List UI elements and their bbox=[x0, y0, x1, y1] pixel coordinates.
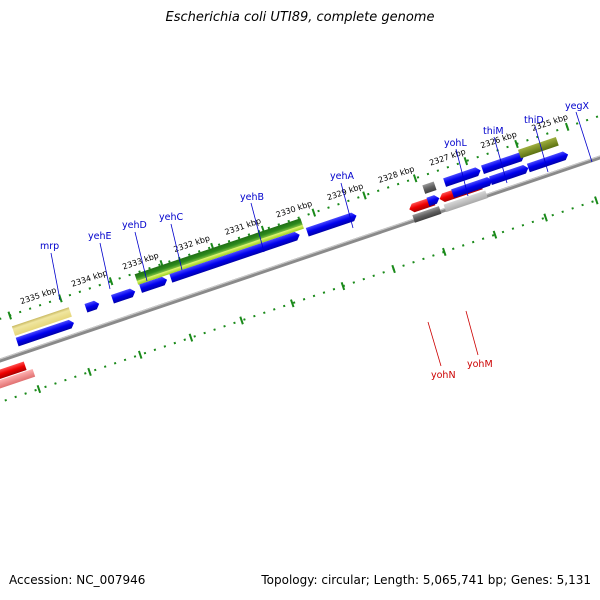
kbp-label: 2328 kbp bbox=[377, 164, 416, 185]
gene-label-yegX: yegX bbox=[565, 101, 589, 112]
kbp-label: 2330 kbp bbox=[275, 199, 314, 220]
major-tick bbox=[362, 191, 367, 200]
kbp-labels: 2335 kbp 2334 kbp 2333 kbp 2332 kbp 2331… bbox=[19, 112, 569, 306]
gene-arrow bbox=[0, 361, 27, 387]
forward-strand-features bbox=[11, 137, 569, 347]
lower-major-ticks bbox=[36, 196, 599, 394]
gene-arrow-yehE bbox=[84, 300, 100, 313]
gene-feature bbox=[443, 190, 488, 213]
major-tick bbox=[340, 282, 346, 291]
gene-label-yehD: yehD bbox=[122, 220, 147, 231]
gene-arrow bbox=[451, 177, 493, 198]
major-tick bbox=[594, 196, 599, 205]
major-tick bbox=[311, 208, 317, 217]
gene-label-yohL: yohL bbox=[444, 138, 467, 149]
gene-feature-yohL bbox=[422, 181, 437, 194]
gene-label-yehA: yehA bbox=[330, 171, 354, 182]
gene-arrow-yehC bbox=[139, 276, 168, 293]
gene-labels: mrp yehE yehD yehC yehB yehA yohL thiM t… bbox=[40, 101, 593, 381]
gene-arrow-yegX bbox=[526, 151, 569, 173]
gene-arrow bbox=[488, 164, 529, 186]
gene-label-yehE: yehE bbox=[88, 231, 112, 242]
gene-label-mrp: mrp bbox=[40, 241, 59, 252]
gene-arrow-thiD bbox=[481, 152, 525, 175]
gene-feature bbox=[412, 206, 442, 223]
gene-label-yohM: yohM bbox=[467, 359, 493, 370]
upper-tick-line bbox=[0, 104, 600, 337]
major-tick bbox=[290, 299, 295, 308]
accession-text: Accession: NC_007946 bbox=[9, 573, 146, 587]
kbp-label: 2327 kbp bbox=[428, 147, 467, 168]
major-tick bbox=[188, 333, 194, 342]
major-tick bbox=[463, 157, 469, 166]
major-tick bbox=[391, 264, 396, 274]
major-tick bbox=[137, 350, 143, 359]
major-tick bbox=[442, 247, 447, 256]
major-tick bbox=[239, 316, 244, 325]
major-tick bbox=[514, 139, 519, 149]
gene-label-yehC: yehC bbox=[159, 212, 183, 223]
rna-feature-green bbox=[134, 218, 303, 282]
genome-summary-text: Topology: circular; Length: 5,065,741 bp… bbox=[261, 573, 591, 587]
gene-feature bbox=[517, 137, 559, 159]
diagram-title: Escherichia coli UTI89, complete genome bbox=[165, 10, 435, 25]
kbp-label: 2335 kbp bbox=[19, 286, 58, 307]
major-tick bbox=[492, 230, 498, 239]
gene-arrow-thiM bbox=[443, 167, 481, 187]
major-tick bbox=[36, 384, 42, 394]
rna-feature-lime bbox=[136, 224, 304, 285]
lower-tick-line bbox=[0, 178, 600, 412]
major-tick bbox=[108, 277, 114, 286]
gene-label-thiM: thiM bbox=[483, 126, 504, 137]
gene-label-yohN: yohN bbox=[431, 370, 456, 381]
gene-arrow-yehD bbox=[111, 288, 136, 304]
kbp-label: 2334 kbp bbox=[70, 268, 109, 289]
gene-arrow-yehA bbox=[305, 212, 357, 237]
major-tick bbox=[412, 174, 418, 183]
gene-arrow-yehB bbox=[169, 231, 300, 283]
major-tick bbox=[87, 367, 92, 377]
major-tick bbox=[564, 122, 570, 131]
major-tick bbox=[7, 311, 12, 320]
feature-mrp bbox=[11, 307, 72, 336]
major-tick bbox=[543, 213, 548, 222]
gene-arrow bbox=[426, 195, 440, 207]
gene-label-thiD: thiD bbox=[524, 115, 544, 126]
gene-arrow bbox=[0, 369, 36, 396]
gene-label-yehB: yehB bbox=[240, 192, 264, 203]
gene-arrow-mrp bbox=[15, 319, 74, 347]
